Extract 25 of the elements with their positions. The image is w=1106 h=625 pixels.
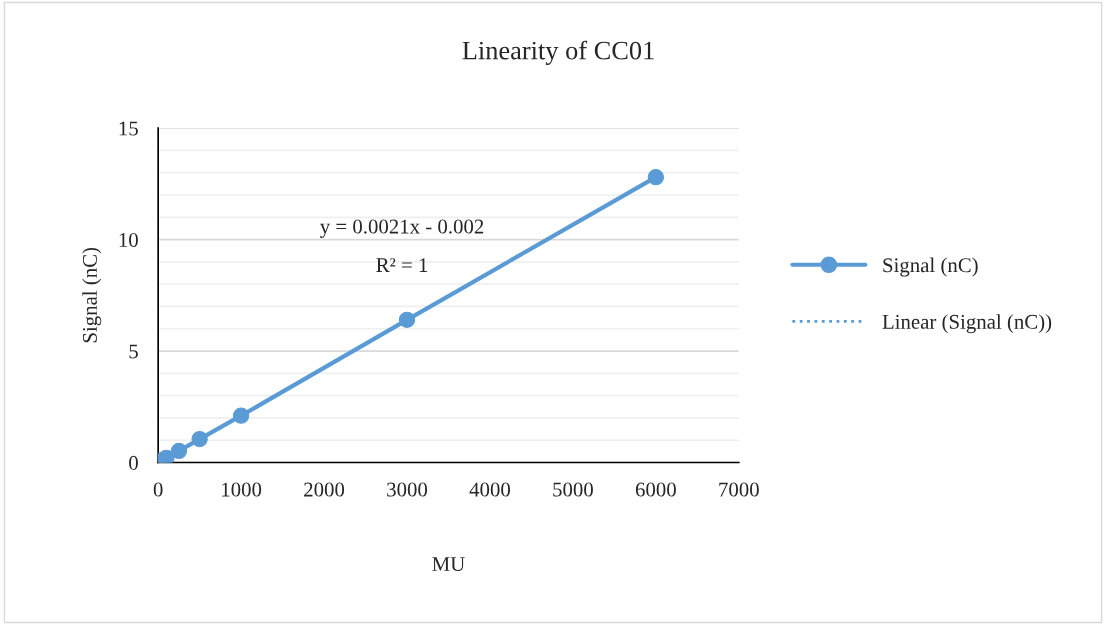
x-tick-label: 0: [153, 482, 163, 497]
point: [398, 311, 416, 328]
x-tick-label: 6000: [635, 482, 676, 497]
point: [158, 449, 175, 463]
legend-label: Signal (nC): [883, 257, 978, 277]
legend-label: Linear (Signal (nC)): [882, 314, 1052, 334]
y-tick-label: 5: [129, 344, 138, 359]
y-tick-label: 15: [119, 121, 138, 136]
x-tick-label: 2000: [304, 482, 345, 497]
x-tick-label: 1000: [222, 482, 262, 497]
point: [232, 407, 250, 424]
point: [647, 169, 665, 186]
chart-title: Linearity of CC01: [462, 40, 654, 65]
x-tick-label: 4000: [469, 482, 510, 497]
point: [191, 430, 208, 448]
annotation: y = 0.0021x - 0.002: [320, 219, 484, 238]
x-axis-title: MU: [432, 557, 465, 572]
point: [170, 442, 188, 460]
y-axis-title: Signal (nC): [82, 247, 102, 343]
x-tick-label: 5000: [553, 482, 593, 497]
y-tick-label: 0: [129, 455, 138, 470]
x-tick-label: 3000: [387, 482, 428, 497]
x-tick-label: 7000: [719, 482, 759, 497]
annotation: R² = 1: [376, 258, 428, 272]
y-tick-label: 10: [119, 232, 138, 248]
